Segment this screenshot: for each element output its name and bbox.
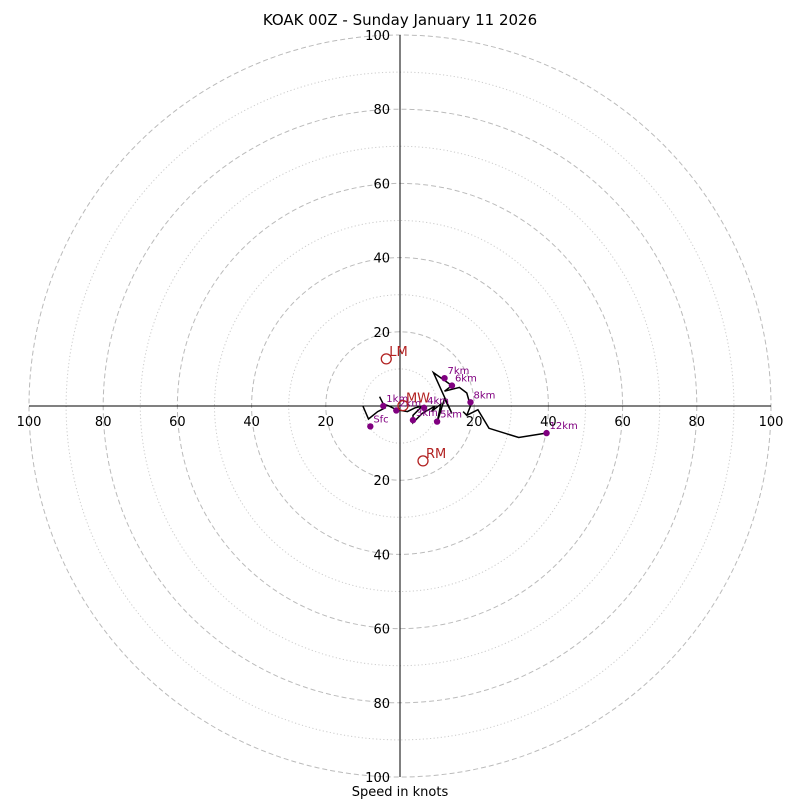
x-tick-label: 40 — [243, 415, 260, 430]
x-tick-label: 20 — [466, 415, 483, 430]
height-label-2km: 2km — [399, 398, 421, 409]
tick-labels: 100 80 60 40 20 20 40 60 80 100 100 80 60 40 20 20 40 60 8… — [17, 29, 784, 786]
y-tick-label: 80 — [373, 697, 390, 712]
y-tick-label: 20 — [373, 474, 390, 489]
height-label-sfc: Sfc — [373, 414, 388, 425]
height-marker-7km — [441, 374, 448, 382]
y-tick-label: 100 — [365, 29, 390, 44]
height-marker-12km — [543, 429, 550, 437]
x-tick-label: 60 — [614, 415, 631, 430]
x-tick-label: 80 — [95, 415, 112, 430]
storm-motion-marker-lm — [380, 353, 392, 365]
storm-motion-marker-rm — [417, 455, 429, 467]
y-tick-label: 100 — [365, 771, 390, 786]
y-tick-label: 40 — [373, 548, 390, 563]
chart-title: KOAK 00Z - Sunday January 11 2026 — [262, 11, 538, 29]
height-marker-5km — [433, 418, 441, 425]
y-tick-label: 60 — [373, 177, 390, 192]
height-label-1km: 1km — [386, 394, 408, 405]
height-marker-4km — [420, 404, 428, 412]
height-marker-3km — [409, 416, 417, 424]
height-marker-sfc — [367, 423, 374, 430]
height-marker-1km — [380, 402, 387, 410]
storm-motion-markers: LM MW RM — [380, 345, 446, 467]
x-axis-label: Speed in knots — [352, 785, 449, 800]
y-tick-label: 40 — [373, 252, 390, 267]
height-label-7km: 7km — [448, 366, 470, 377]
axes — [29, 35, 771, 777]
x-tick-label: 100 — [759, 415, 784, 430]
storm-motion-label-lm: LM — [389, 345, 407, 360]
height-label-8km: 8km — [473, 390, 495, 401]
y-tick-label: 20 — [373, 326, 390, 341]
height-label-4km: 4km — [427, 396, 449, 407]
storm-motion-label-rm: RM — [426, 447, 446, 462]
height-marker-2km — [393, 407, 400, 414]
x-tick-label: 20 — [318, 415, 335, 430]
x-tick-label: 40 — [540, 415, 557, 430]
height-label-5km: 5km — [440, 410, 462, 421]
x-tick-label: 80 — [689, 415, 706, 430]
storm-motion-marker-mw — [397, 399, 409, 412]
height-label-6km: 6km — [455, 374, 477, 385]
x-tick-label: 100 — [17, 415, 42, 430]
height-label-3km: 3km — [416, 408, 438, 419]
height-marker-8km — [467, 399, 474, 406]
storm-motion-label-mw: MW — [406, 392, 430, 407]
height-marker-6km — [448, 382, 456, 389]
y-tick-label: 80 — [373, 103, 390, 118]
x-tick-label: 60 — [169, 415, 186, 430]
height-label-12km: 12km — [550, 421, 578, 432]
y-tick-label: 60 — [373, 623, 390, 638]
